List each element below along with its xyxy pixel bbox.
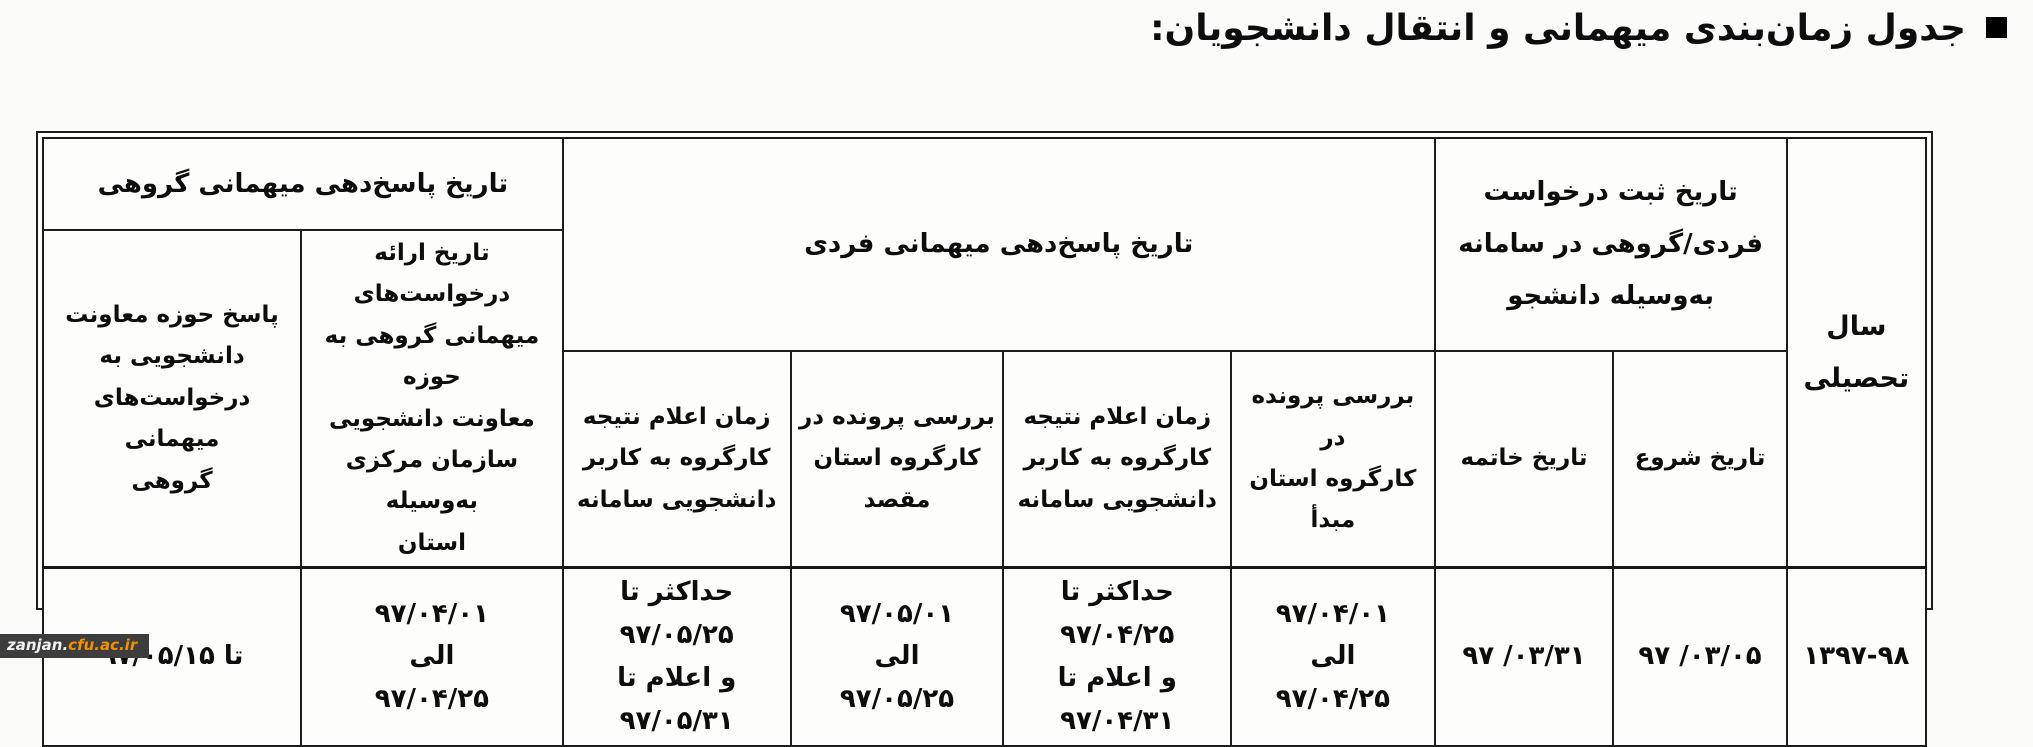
data-cell-start-date: ۹۷ /۰۳/۰۵: [1612, 566, 1788, 747]
header-cell-end-date: تاریخ خاتمه: [1433, 349, 1615, 569]
data-cell-dest-review: ۹۷/۰۵/۰۱ الی ۹۷/۰۵/۲۵: [789, 566, 1005, 747]
data-cell-academic-year: ۱۳۹۷-۹۸: [1785, 566, 1928, 747]
header-cell-academic-year: سال تحصیلی: [1785, 137, 1928, 569]
bullet-square-icon: [1986, 17, 2007, 38]
title-row: جدول زمان‌بندی میهمانی و انتقال دانشجویا…: [1150, 8, 2007, 49]
data-cell-end-date: ۹۷ /۰۳/۳۱: [1433, 566, 1615, 747]
header-cell-individual-guest-response: تاریخ پاسخ‌دهی میهمانی فردی: [561, 137, 1436, 352]
header-cell-group-submit-date: تاریخ ارائه درخواست‌های میهمانی گروهی به…: [300, 229, 564, 569]
header-cell-group-response-date: پاسخ حوزه معاونت دانشجویی به درخواست‌های…: [41, 229, 303, 569]
watermark-prefix: zanjan.: [7, 636, 69, 654]
page: { "page": { "title": "جدول زمان‌بندی میه…: [0, 8, 2007, 747]
header-cell-registration-dates: تاریخ ثبت درخواست فردی/گروهی در سامانه ب…: [1433, 137, 1788, 352]
header-cell-dest-announce: زمان اعلام نتیجه کارگروه به کاربر دانشجو…: [561, 349, 792, 569]
data-cell-origin-review: ۹۷/۰۴/۰۱ الی ۹۷/۰۴/۲۵: [1230, 566, 1436, 747]
header-cell-origin-announce: زمان اعلام نتیجه کارگروه به کاربر دانشجو…: [1002, 349, 1233, 569]
header-row-2: تاریخ ارائه درخواست‌های میهمانی گروهی به…: [41, 229, 1926, 569]
data-cell-dest-announce: حداکثر تا ۹۷/۰۵/۲۵ و اعلام تا ۹۷/۰۵/۳۱: [561, 566, 792, 747]
header-cell-dest-review: بررسی پرونده در کارگروه استان مقصد: [789, 349, 1005, 569]
header-row-1: سال تحصیلی تاریخ ثبت درخواست فردی/گروهی …: [42, 137, 1928, 569]
header-cell-group-guest-response: تاریخ پاسخ‌دهی میهمانی گروهی: [42, 137, 564, 231]
header-row-3: تاریخ شروع تاریخ خاتمه بررسی پرونده در ک…: [43, 349, 1926, 569]
schedule-table-frame: سال تحصیلی تاریخ ثبت درخواست فردی/گروهی …: [36, 131, 1933, 747]
data-row-1397-98: ۱۳۹۷-۹۸ ۹۷ /۰۳/۰۵ ۹۷ /۰۳/۳۱ ۹۷/۰۴/۰۱ الی…: [41, 566, 1928, 747]
data-cell-origin-announce: حداکثر تا ۹۷/۰۴/۲۵ و اعلام تا ۹۷/۰۴/۳۱: [1002, 566, 1233, 747]
data-cell-group-submit: ۹۷/۰۴/۰۱ الی ۹۷/۰۴/۲۵: [300, 566, 564, 747]
watermark: zanjan.cfu.ac.ir: [0, 634, 150, 658]
header-cell-origin-review: بررسی پرونده در کارگروه استان مبدأ: [1230, 349, 1436, 569]
header-cell-start-date: تاریخ شروع: [1612, 349, 1788, 569]
watermark-suffix: cfu.ac.ir: [68, 636, 138, 654]
page-title: جدول زمان‌بندی میهمانی و انتقال دانشجویا…: [1150, 8, 1966, 49]
schedule-table: سال تحصیلی تاریخ ثبت درخواست فردی/گروهی …: [41, 137, 1928, 747]
